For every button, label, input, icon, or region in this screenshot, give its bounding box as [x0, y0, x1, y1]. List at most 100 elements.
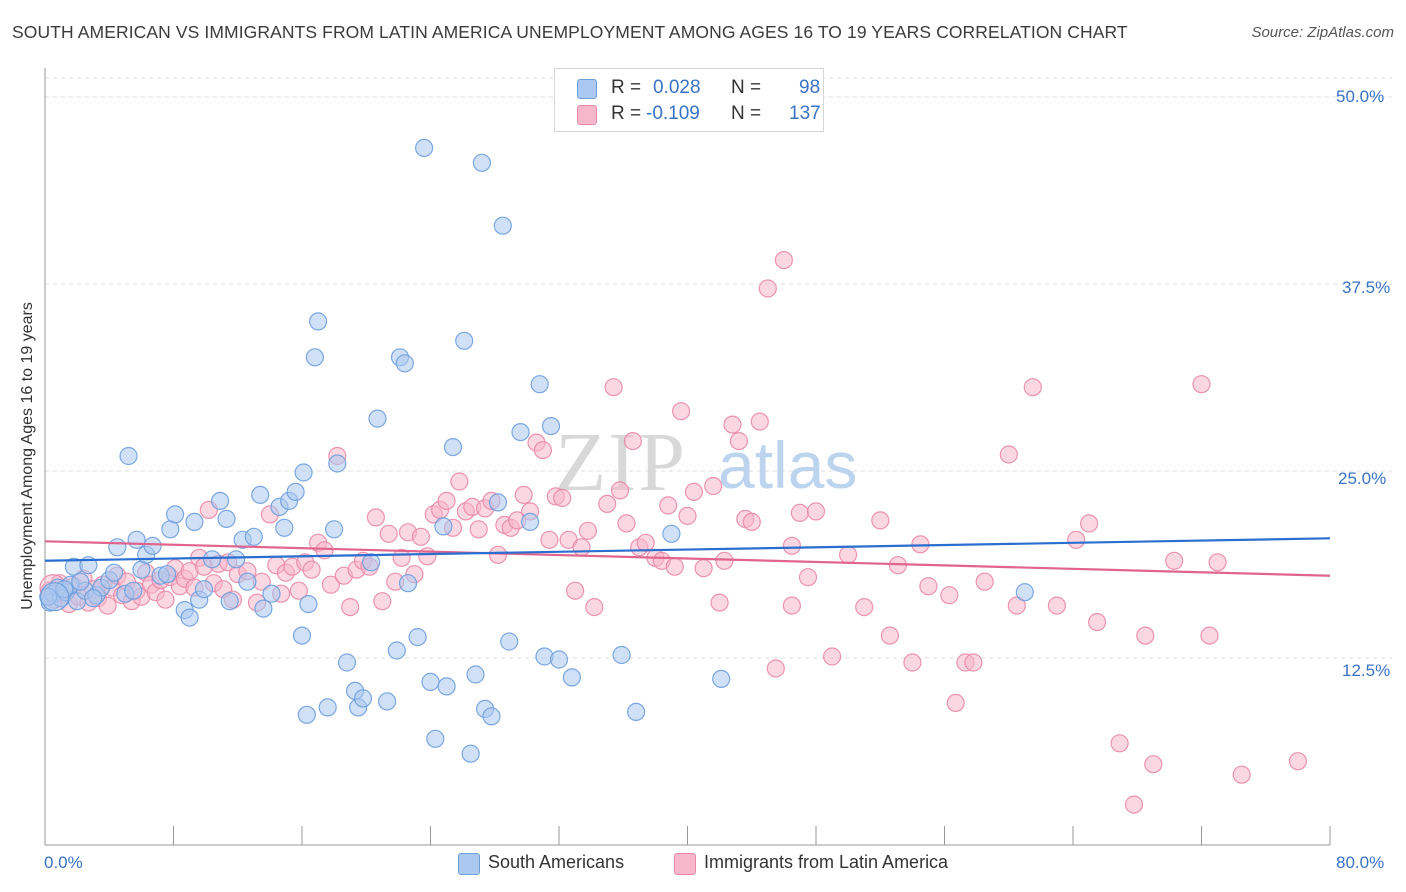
point-immigrants [1047, 596, 1067, 615]
point-south-americans [434, 517, 453, 536]
point-immigrants [750, 412, 769, 431]
point-immigrants [855, 597, 874, 617]
point-south-americans [84, 589, 103, 608]
point-immigrants [1087, 612, 1107, 632]
point-immigrants [694, 559, 713, 578]
legend-n-value: 137 [789, 103, 821, 124]
x-tick-label-max: 80.0% [1336, 853, 1385, 872]
source-note: Source: ZipAtlas.com [1251, 24, 1394, 41]
series-south-americans-points [39, 138, 1034, 763]
legend-r-label: R = [611, 77, 642, 98]
point-south-americans [211, 491, 230, 510]
point-immigrants [880, 626, 900, 645]
legend-swatch-pink [577, 105, 597, 125]
point-immigrants [742, 512, 761, 532]
point-immigrants [302, 560, 321, 579]
point-south-americans [244, 527, 263, 546]
point-south-americans [1015, 583, 1034, 602]
axes [44, 68, 1331, 846]
point-immigrants [533, 441, 553, 460]
point-immigrants [964, 653, 983, 672]
legend-n-label: N = [731, 77, 762, 98]
point-south-americans [143, 536, 162, 555]
legend-label-immigrants: Immigrants from Latin America [704, 852, 949, 872]
point-south-americans [251, 485, 270, 504]
point-immigrants [321, 575, 340, 594]
point-immigrants [379, 524, 398, 543]
point-immigrants [598, 494, 617, 513]
point-immigrants [1165, 551, 1184, 570]
point-immigrants [1124, 795, 1144, 814]
point-immigrants [729, 432, 749, 451]
trend-lines [44, 537, 1331, 577]
point-south-americans [127, 530, 146, 549]
point-south-americans [387, 641, 406, 660]
point-immigrants [578, 521, 598, 540]
point-south-americans [415, 138, 434, 157]
point-immigrants [636, 533, 655, 552]
point-south-americans [466, 665, 485, 684]
point-immigrants [437, 491, 456, 510]
point-south-americans [325, 520, 344, 539]
point-south-americans [541, 417, 561, 436]
point-south-americans [626, 702, 646, 722]
point-immigrants [617, 514, 636, 533]
point-immigrants [723, 415, 742, 434]
point-immigrants [514, 485, 533, 504]
point-south-americans [530, 375, 549, 394]
y-tick-label-37-5: 37.5% [1342, 278, 1391, 297]
point-south-americans [712, 669, 731, 689]
stats-legend: R = 0.028 N = 98 R = -0.109 N = 137 [554, 68, 824, 132]
point-immigrants [919, 577, 938, 596]
point-immigrants [1136, 626, 1155, 645]
point-south-americans [328, 454, 347, 473]
point-immigrants [1232, 765, 1251, 784]
point-immigrants [1192, 375, 1211, 394]
point-south-americans [119, 446, 138, 466]
point-immigrants [798, 568, 818, 587]
y-tick-label-25: 25.0% [1338, 469, 1387, 488]
point-immigrants [585, 597, 604, 617]
point-immigrants [871, 511, 890, 530]
legend-swatch-blue [458, 853, 480, 875]
point-immigrants [623, 432, 643, 451]
point-south-americans [254, 599, 273, 618]
point-immigrants [774, 251, 794, 270]
point-south-americans [166, 505, 185, 524]
legend-n-value: 98 [799, 77, 821, 98]
point-south-americans [443, 438, 463, 457]
point-south-americans [71, 572, 90, 591]
point-immigrants [488, 545, 508, 564]
legend-swatch-blue [577, 79, 597, 99]
point-immigrants [469, 520, 488, 539]
point-immigrants [610, 481, 630, 500]
point-south-americans [482, 707, 501, 726]
point-south-americans [292, 626, 312, 645]
point-immigrants [822, 647, 842, 666]
point-south-americans [297, 705, 316, 724]
point-immigrants [98, 596, 117, 615]
point-immigrants [999, 445, 1018, 464]
point-south-americans [612, 645, 631, 665]
point-south-americans [662, 524, 681, 543]
point-south-americans [378, 692, 397, 711]
point-south-americans [437, 677, 456, 696]
point-immigrants [1067, 530, 1086, 549]
point-immigrants [553, 488, 572, 507]
point-immigrants [659, 496, 678, 515]
point-immigrants [684, 482, 704, 501]
point-south-americans [520, 512, 540, 532]
point-south-americans [220, 592, 239, 611]
point-south-americans [203, 550, 222, 569]
point-south-americans [493, 216, 512, 235]
point-south-americans [318, 698, 337, 717]
point-immigrants [373, 592, 392, 611]
point-immigrants [1288, 752, 1308, 771]
point-south-americans [488, 493, 508, 512]
point-south-americans [294, 463, 313, 482]
point-immigrants [678, 506, 697, 526]
point-south-americans [408, 627, 427, 647]
point-south-americans [108, 538, 127, 557]
point-immigrants [766, 659, 785, 678]
point-immigrants [946, 693, 965, 713]
